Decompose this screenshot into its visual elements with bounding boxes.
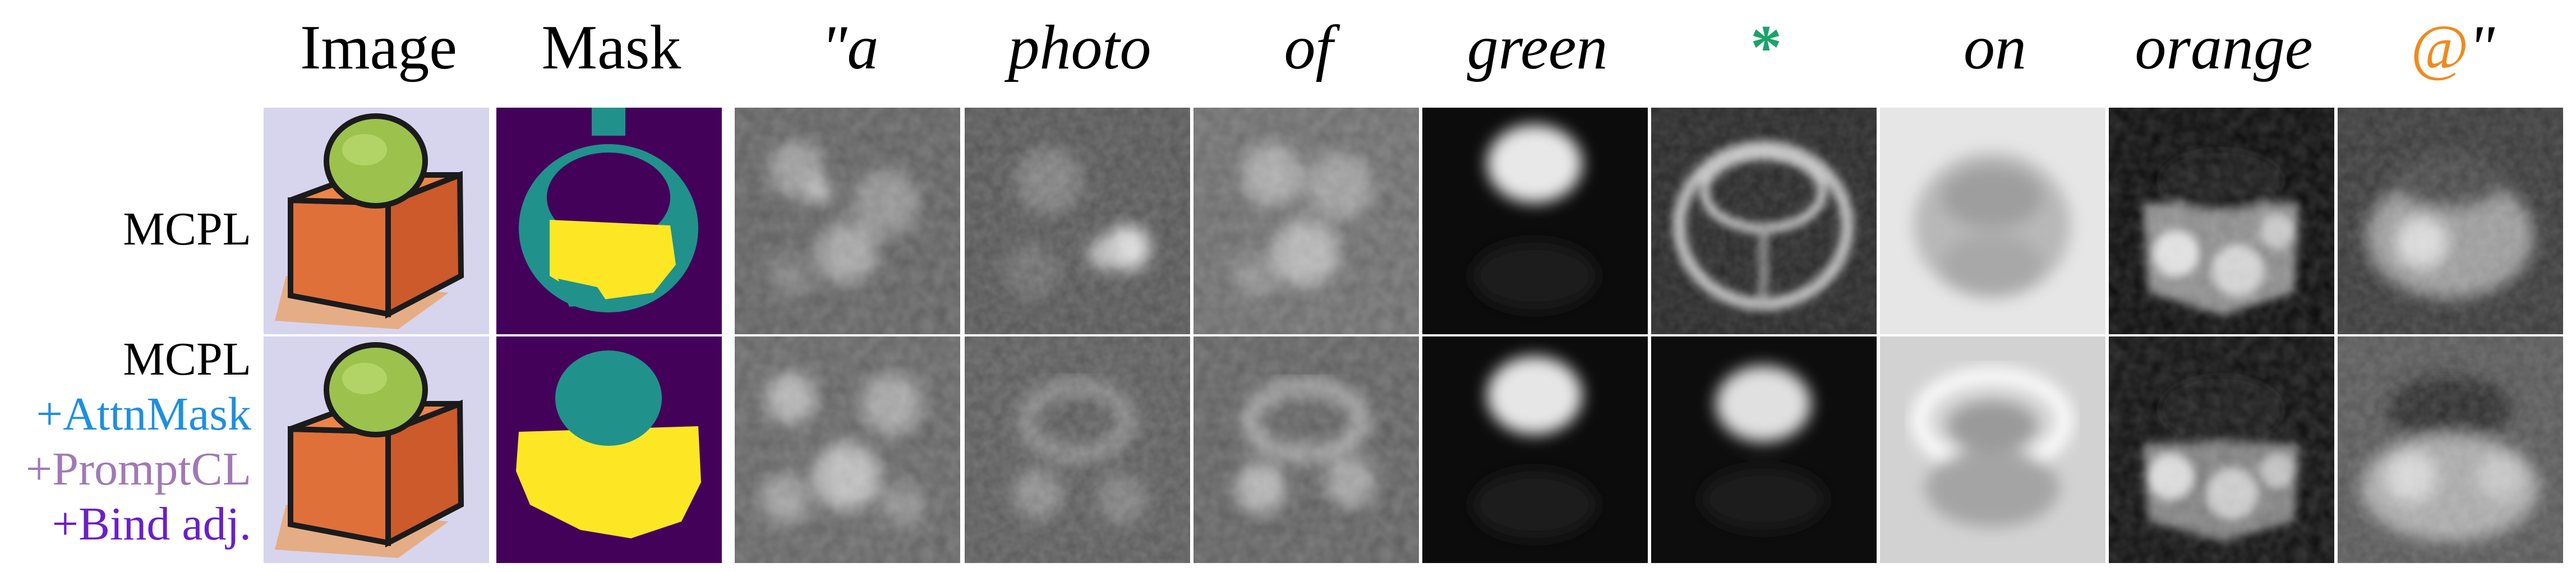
- header-token-green: green: [1467, 12, 1608, 82]
- header-token-a: "a: [821, 12, 879, 82]
- row1-label: MCPL: [123, 202, 251, 257]
- row1-label-mcpl: MCPL: [123, 203, 251, 255]
- row1-attn-a: [735, 108, 960, 334]
- header-mask: Mask: [541, 12, 681, 82]
- header-token-of: of: [1284, 12, 1333, 82]
- row1-attn-orange: [2109, 108, 2334, 334]
- row1-attn-green: [1422, 108, 1648, 334]
- row1-attn-at: [2338, 108, 2563, 334]
- row2-label: MCPL +AttnMask +PromptCL +Bind adj.: [26, 332, 251, 552]
- row2-attn-photo: [965, 336, 1190, 563]
- row1-attn-star: [1651, 108, 1877, 334]
- row2-attn-a: [735, 336, 960, 563]
- row1-input-image: [264, 108, 489, 334]
- header-token-photo: photo: [1008, 12, 1151, 82]
- row1-mask: [496, 108, 722, 334]
- header-token-on: on: [1964, 12, 2026, 82]
- row1-attn-of: [1193, 108, 1419, 334]
- row2-attn-on: [1880, 336, 2105, 563]
- header-token-orange: orange: [2135, 12, 2313, 82]
- row2-label-bind-adj: +Bind adj.: [52, 498, 251, 550]
- row2-label-attnmask: +AttnMask: [36, 388, 251, 440]
- header-token-at: @ ": [2410, 12, 2495, 82]
- row1-attn-photo: [965, 108, 1190, 334]
- row2-attn-of: [1193, 336, 1419, 563]
- row1-attn-on: [1880, 108, 2105, 334]
- row2-attn-orange: [2109, 336, 2334, 563]
- row2-label-mcpl: MCPL: [123, 333, 251, 385]
- row2-attn-star: [1651, 336, 1877, 563]
- row2-mask: [496, 336, 722, 563]
- row2-attn-green: [1422, 336, 1648, 563]
- row2-label-promptcl: +PromptCL: [25, 443, 251, 495]
- header-image: Image: [300, 12, 457, 82]
- header-token-star: *: [1750, 12, 1782, 82]
- row2-input-image: [264, 336, 489, 563]
- row2-attn-at: [2338, 336, 2563, 563]
